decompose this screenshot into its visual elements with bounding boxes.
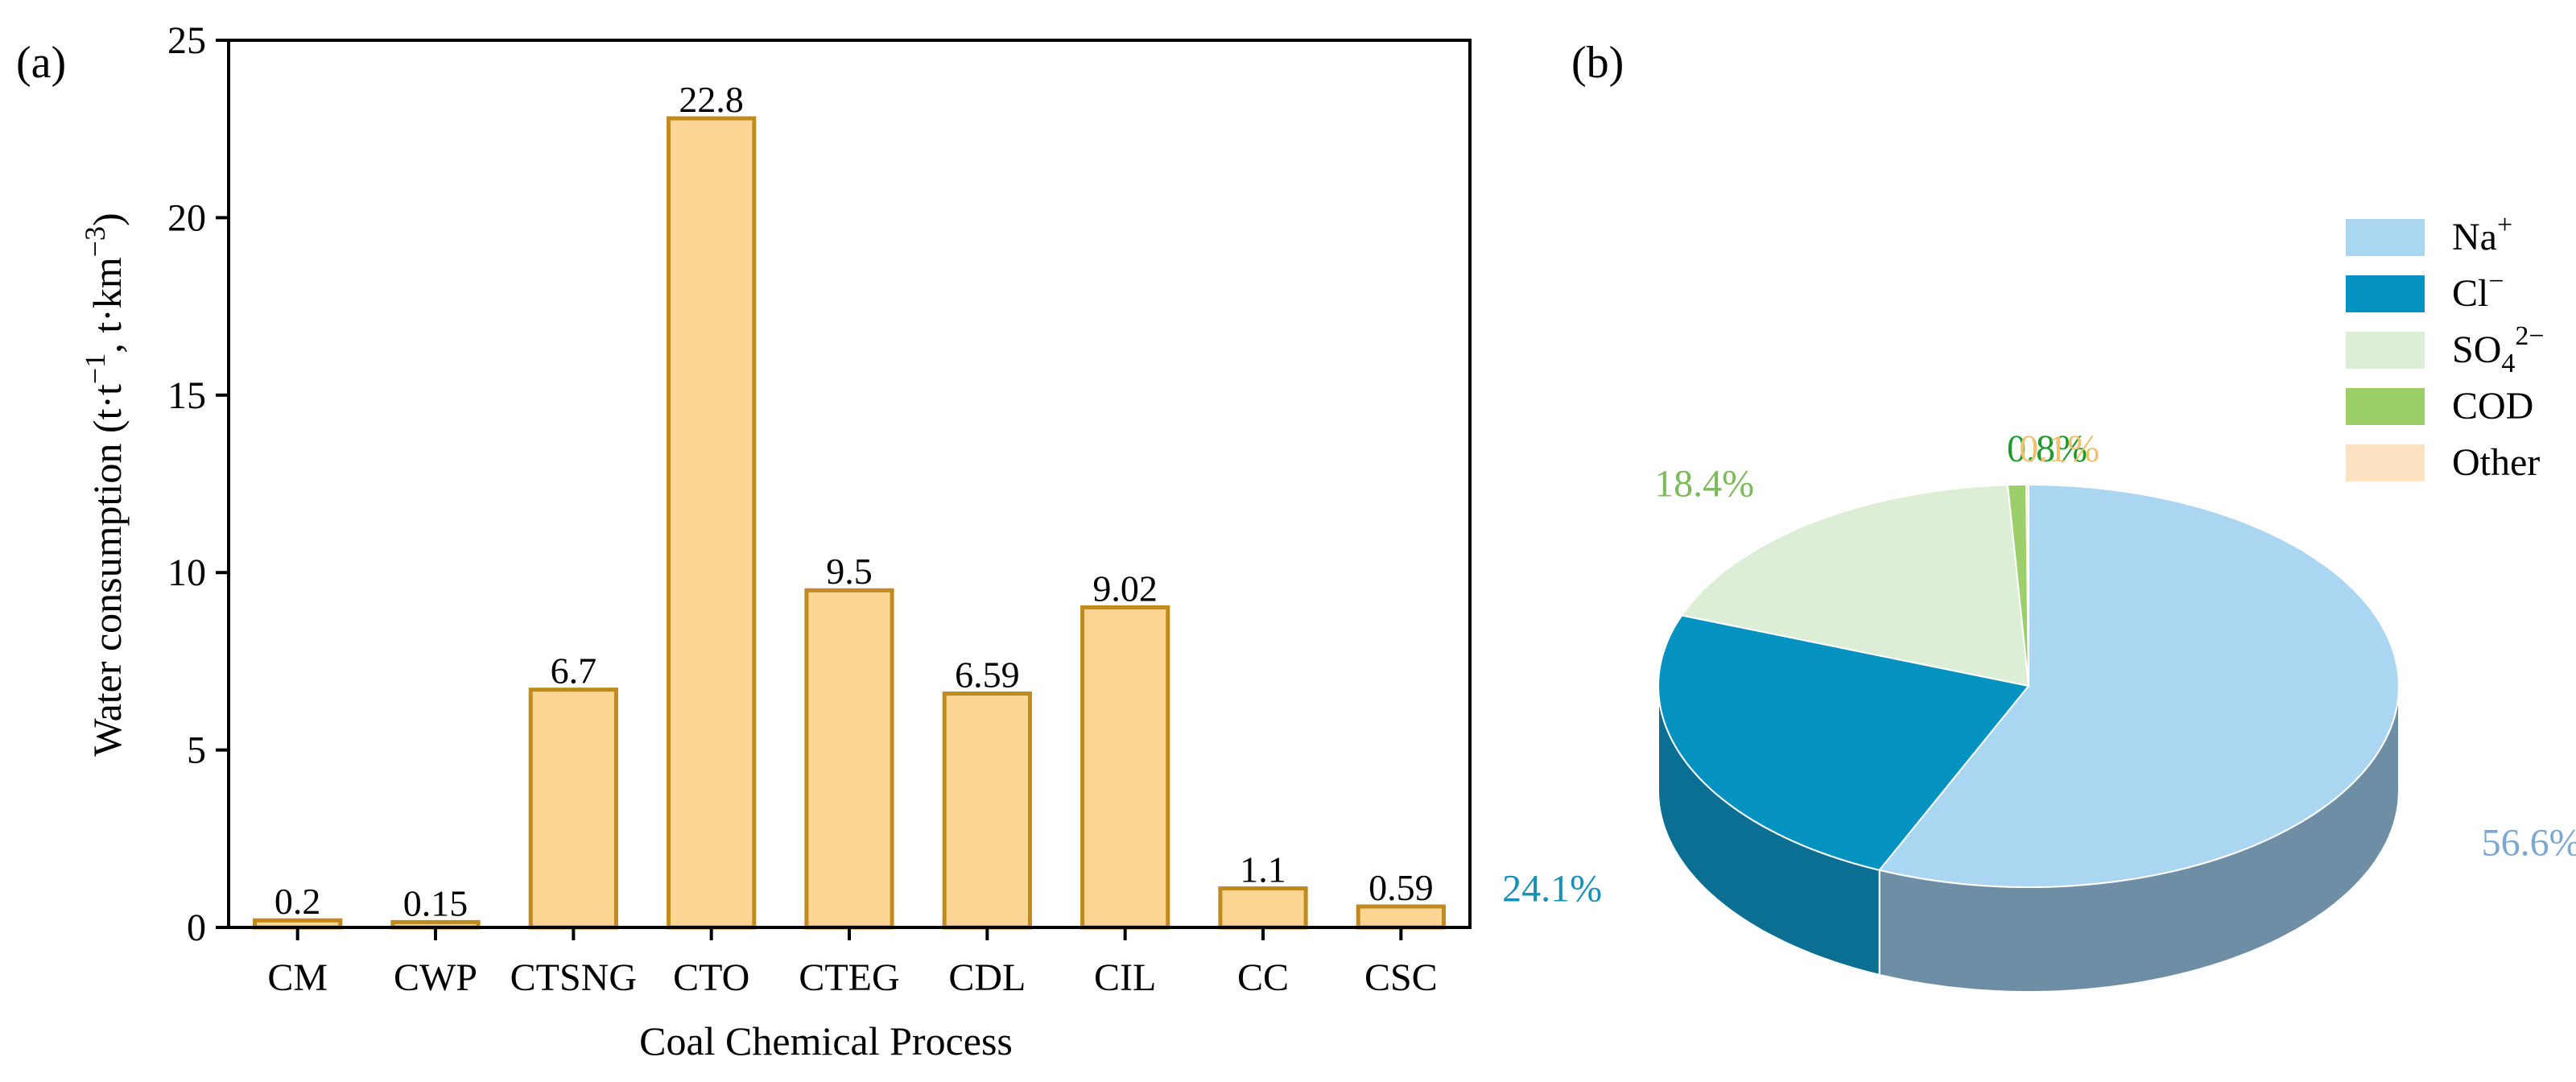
bar-cto bbox=[667, 116, 757, 930]
pie-percent-label: 24.1% bbox=[1502, 867, 1602, 910]
legend-label-so: SO42− bbox=[2452, 321, 2545, 378]
pie-slice-cl bbox=[1657, 614, 2030, 871]
x-tick-label: CIL bbox=[1094, 956, 1156, 999]
y-axis-title: Water consumption (t·t−1, t·km−3) bbox=[79, 213, 130, 756]
y-tick-label: 10 bbox=[167, 551, 206, 594]
x-tick-label: CTEG bbox=[799, 956, 899, 999]
legend-label-sup: + bbox=[2497, 210, 2512, 240]
legend-label-cl: Cl− bbox=[2452, 266, 2504, 315]
bar-value-label: 9.5 bbox=[826, 551, 873, 592]
pie-percent-label: 18.4% bbox=[1654, 462, 1754, 505]
y-tick-label: 0 bbox=[187, 906, 206, 949]
x-tick-label: CTSNG bbox=[510, 956, 637, 999]
y-tick-label: 20 bbox=[167, 196, 206, 239]
pie-legend: Na+ Cl− SO42− COD Other bbox=[2346, 210, 2545, 484]
pie-percent-labels: 56.6% 24.1% 18.4% 0.8%0.1% bbox=[1502, 427, 2576, 910]
bar-value-label: 22.8 bbox=[679, 79, 744, 120]
bar-ctsng bbox=[528, 688, 618, 930]
x-tick-label: CC bbox=[1237, 956, 1289, 999]
x-axis-title: Coal Chemical Process bbox=[639, 1018, 1013, 1063]
y-axis-title-mid: , t·km bbox=[85, 257, 130, 353]
legend-label-na: Na+ bbox=[2452, 210, 2512, 258]
bar-cdl bbox=[942, 692, 1032, 930]
bar-value-label: 9.02 bbox=[1092, 568, 1158, 609]
legend-label-text: SO bbox=[2452, 328, 2501, 371]
bar-chart-panel: (a) Water consumption (t·t−1, t·km−3) Co… bbox=[16, 19, 1472, 1063]
x-tick-label: CWP bbox=[394, 956, 477, 999]
legend-label-text: COD bbox=[2452, 385, 2533, 427]
y-tick-label: 15 bbox=[167, 374, 206, 417]
panel-label-b: (b) bbox=[1571, 38, 1624, 88]
bar-value-label: 1.1 bbox=[1240, 849, 1286, 890]
bar-cil bbox=[1080, 605, 1170, 930]
bar-data-labels: 0.2 0.15 6.7 22.8 9.5 6.59 9.02 1.1 0.59 bbox=[275, 79, 1434, 923]
legend-label-text: Na bbox=[2452, 216, 2497, 258]
pie-3d bbox=[1657, 483, 2400, 993]
bar-value-label: 0.2 bbox=[275, 881, 321, 922]
y-tick-label: 25 bbox=[167, 19, 206, 62]
y-axis-ticks: 0 5 10 15 20 25 bbox=[167, 19, 229, 949]
y-axis-title-sup1: −1 bbox=[79, 353, 111, 384]
legend-label-other: Other bbox=[2452, 441, 2540, 484]
legend-label-sup: − bbox=[2488, 266, 2504, 296]
legend-label-text: Cl bbox=[2452, 272, 2488, 315]
pie-slice-so bbox=[1680, 484, 2030, 688]
plot-frame bbox=[227, 39, 1472, 929]
pie-chart-panel: (b) 56.6% 24.1% 18.4% 0.8%0.1% Na+ Cl− SO42− C… bbox=[1502, 38, 2576, 993]
legend-label-sup: 2− bbox=[2515, 321, 2544, 351]
pie-slice-na bbox=[1877, 483, 2400, 889]
legend-label-sub: 4 bbox=[2501, 349, 2515, 378]
y-axis-title-end: ) bbox=[85, 213, 130, 226]
pie-slice-other bbox=[2025, 484, 2029, 687]
bar-value-label: 6.59 bbox=[955, 655, 1020, 696]
x-tick-label: CTO bbox=[673, 956, 749, 999]
bar-value-label: 0.15 bbox=[403, 882, 469, 923]
pie-slice-cod bbox=[2006, 484, 2029, 687]
panel-label-a: (a) bbox=[16, 38, 66, 88]
legend-swatch-so bbox=[2346, 332, 2425, 369]
legend-swatch-cl bbox=[2346, 275, 2425, 312]
bar-value-label: 6.7 bbox=[551, 650, 597, 692]
bar-csc bbox=[1356, 904, 1446, 930]
legend-swatch-na bbox=[2346, 219, 2425, 256]
pie-percent-label: 0.8% bbox=[2007, 427, 2087, 470]
y-axis-title-sup2: −3 bbox=[79, 226, 111, 257]
x-axis-ticks: CM CWP CTSNG CTO CTEG CDL CIL CC CSC bbox=[267, 927, 1438, 999]
legend-swatch-cod bbox=[2346, 388, 2425, 425]
pie-percent-label: 0.1% bbox=[2019, 427, 2099, 470]
x-tick-label: CSC bbox=[1364, 956, 1438, 999]
legend-swatch-other bbox=[2346, 444, 2425, 481]
legend-label-cod: COD bbox=[2452, 385, 2533, 427]
legend-label-text: Other bbox=[2452, 441, 2540, 484]
y-tick-label: 5 bbox=[187, 729, 206, 772]
pie-percent-label: 56.6% bbox=[2482, 821, 2576, 864]
bars-group bbox=[253, 116, 1446, 930]
bar-value-label: 0.59 bbox=[1368, 867, 1434, 908]
x-tick-label: CDL bbox=[948, 956, 1026, 999]
bar-cteg bbox=[804, 588, 894, 930]
y-axis-title-main: Water consumption (t·t bbox=[85, 384, 130, 757]
x-tick-label: CM bbox=[267, 956, 328, 999]
bar-cc bbox=[1218, 886, 1308, 930]
